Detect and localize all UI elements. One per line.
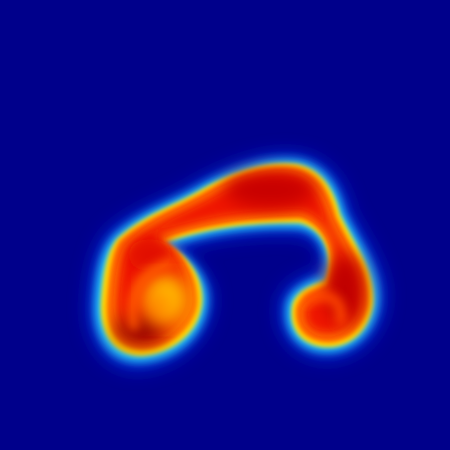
hotspot-left-base [115,316,165,344]
curl-left-swirl [126,257,177,332]
blob-yellow-eye [141,274,189,326]
blob-curl-accents [126,257,346,332]
curl-right-swirl [303,291,346,326]
orange-eye-left [146,289,174,321]
hotspot-top-ridge [225,172,315,208]
